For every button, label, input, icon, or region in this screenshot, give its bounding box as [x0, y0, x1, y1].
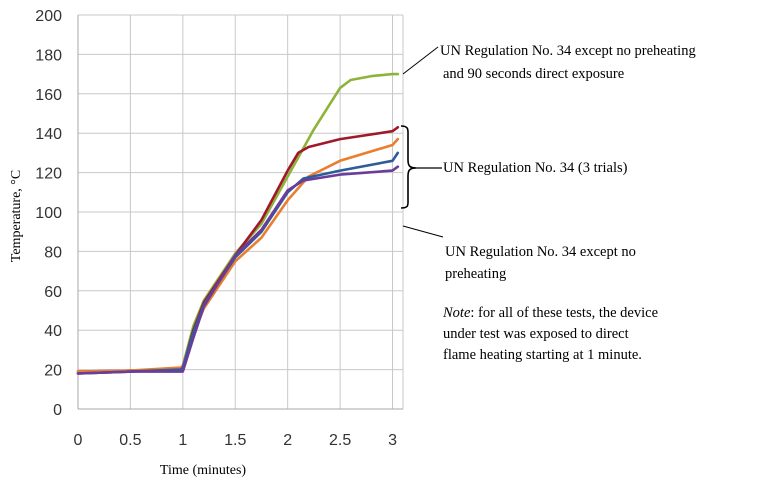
annotation-1-line-1: UN Regulation No. 34 except no preheatin… [440, 43, 696, 59]
y-axis-ticks: 0 20 40 60 80 100 120 140 160 180 200 [35, 8, 62, 419]
series-line-1 [76, 72, 400, 375]
note-line-2: under test was exposed to direct [443, 326, 629, 342]
series-lines [76, 72, 400, 375]
note-line-1: Note: for all of these tests, the device [442, 305, 658, 321]
series-line-3 [76, 137, 400, 373]
y-tick-label: 140 [35, 126, 62, 143]
note-prefix: Note [442, 305, 471, 321]
annotation-1-pointer [402, 46, 439, 75]
x-tick-label: 2.5 [329, 432, 351, 449]
annotation-no-preheat: UN Regulation No. 34 except no preheatin… [402, 225, 636, 282]
y-tick-label: 60 [44, 284, 62, 301]
annotation-note: Note: for all of these tests, the device… [442, 305, 658, 363]
annotation-3-trials: UN Regulation No. 34 (3 trials) [400, 125, 628, 209]
x-tick-label: 1.5 [224, 432, 246, 449]
x-tick-label: 2 [283, 432, 292, 449]
series-line-4 [76, 151, 400, 375]
annotation-3-line-1: UN Regulation No. 34 except no [445, 244, 636, 260]
note-line-3: flame heating starting at 1 minute. [443, 347, 642, 363]
annotation-no-preheat-90s: UN Regulation No. 34 except no preheatin… [402, 43, 696, 82]
y-tick-label: 100 [35, 205, 62, 222]
y-tick-label: 20 [44, 363, 62, 380]
annotation-3-pointer [402, 225, 444, 238]
x-tick-label: 0 [74, 432, 83, 449]
y-tick-label: 160 [35, 87, 62, 104]
x-axis-ticks: 0 0.5 1 1.5 2 2.5 3 [74, 432, 398, 449]
note-line-1-text: : for all of these tests, the device [470, 305, 658, 321]
annotation-1-line-2: and 90 seconds direct exposure [443, 66, 624, 82]
y-tick-label: 180 [35, 47, 62, 64]
y-tick-label: 80 [44, 244, 62, 261]
y-tick-label: 0 [53, 402, 62, 419]
y-tick-label: 200 [35, 8, 62, 25]
x-tick-label: 1 [178, 432, 187, 449]
y-tick-label: 120 [35, 166, 62, 183]
grid-lines [77, 14, 404, 410]
y-axis-title: Temperature, °C [9, 170, 24, 262]
x-tick-label: 3 [388, 432, 397, 449]
annotation-3-line-2: preheating [445, 266, 506, 282]
x-axis-title: Time (minutes) [160, 463, 247, 478]
y-tick-label: 40 [44, 323, 62, 340]
x-tick-label: 0.5 [119, 432, 141, 449]
series-line-5 [76, 165, 400, 375]
annotation-2-line-1: UN Regulation No. 34 (3 trials) [443, 160, 628, 176]
